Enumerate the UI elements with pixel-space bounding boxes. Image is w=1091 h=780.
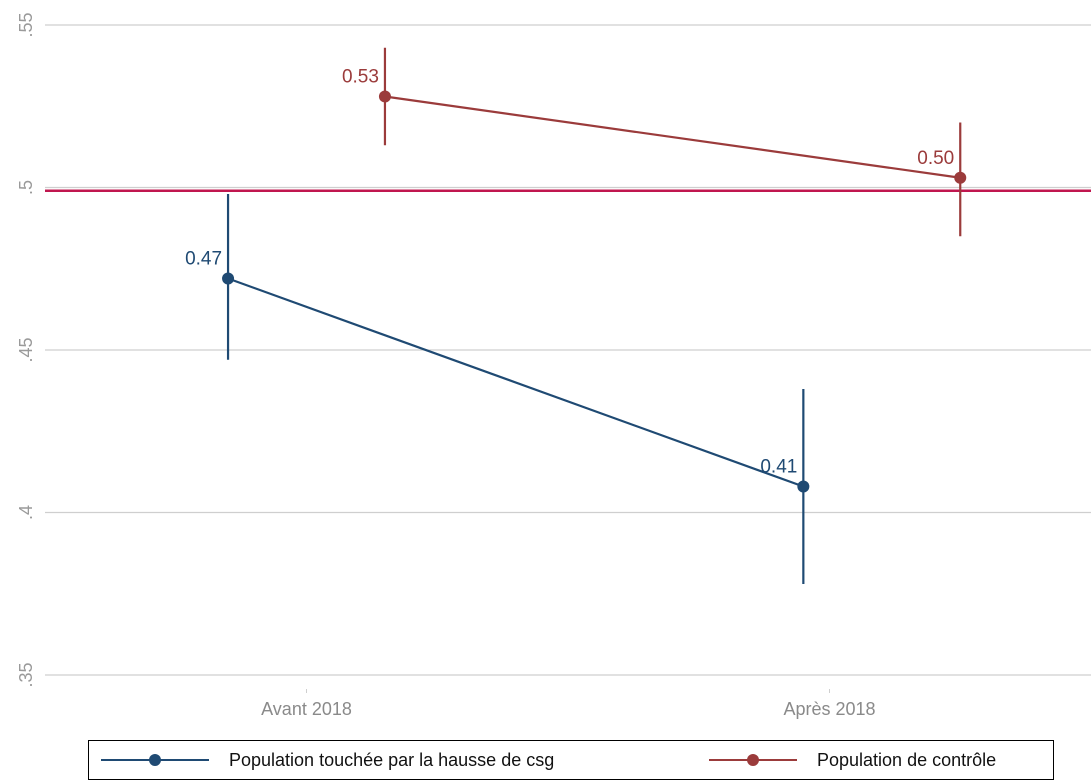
x-tick-label: Avant 2018 xyxy=(261,699,352,719)
x-axis-ticks: Avant 2018 Après 2018 xyxy=(261,689,876,719)
data-point xyxy=(954,171,967,184)
data-point xyxy=(378,90,391,103)
y-tick-label: .4 xyxy=(16,505,36,520)
legend-item-treated: Population touchée par la hausse de csg xyxy=(99,741,554,779)
y-tick-label: .45 xyxy=(16,337,36,362)
data-point xyxy=(797,480,810,493)
series-line xyxy=(227,277,804,488)
data-label: 0.41 xyxy=(760,457,797,478)
data-point xyxy=(222,272,235,285)
x-tick-label: Après 2018 xyxy=(783,699,875,719)
legend: Population touchée par la hausse de csg … xyxy=(88,740,1054,780)
series-1: 0.53 0.50 xyxy=(342,47,967,237)
legend-marker-control xyxy=(709,754,797,766)
legend-label-control: Population de contrôle xyxy=(817,749,997,770)
y-axis-ticks: .35 .4 .45 .5 .55 xyxy=(16,12,36,687)
legend-item-control: Population de contrôle xyxy=(707,741,996,779)
chart: .35.4.45.5.55 Avant 2018 Après 2018 0.470… xyxy=(16,12,1091,719)
legend-label-treated: Population touchée par la hausse de csg xyxy=(229,749,555,770)
y-tick-label: .5 xyxy=(16,180,36,195)
legend-marker-treated xyxy=(101,754,209,766)
y-tick-label: .35 xyxy=(16,662,36,687)
y-tick-label: .55 xyxy=(16,12,36,37)
series-0: 0.47 0.41 xyxy=(185,194,810,584)
data-label: 0.53 xyxy=(342,67,379,88)
series-group: 0.47 0.41 0.53 0.50 xyxy=(185,47,967,584)
data-label: 0.47 xyxy=(185,249,222,270)
gridlines xyxy=(45,24,1091,676)
series-line xyxy=(384,95,961,179)
data-label: 0.50 xyxy=(917,148,954,169)
